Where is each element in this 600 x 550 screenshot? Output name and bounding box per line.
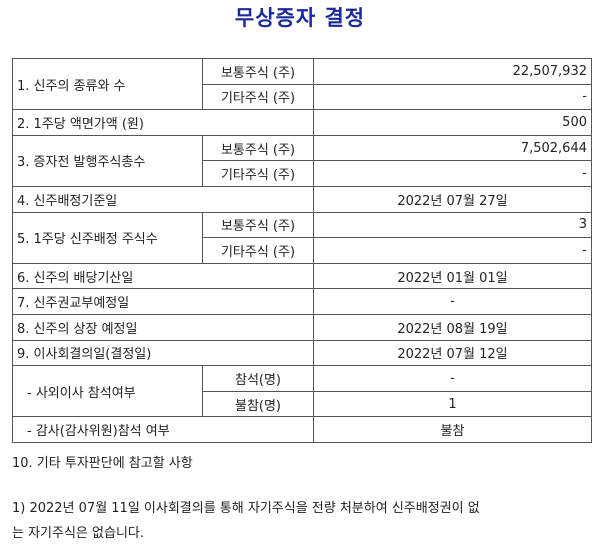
table-row: - 사외이사 참석여부 참석(명) - (12, 365, 592, 418)
table-row: 기타주식 (주) - (13, 83, 592, 111)
table-row: 기타주식 (주) - (13, 237, 592, 264)
row-label: 1. 신주의 종류와 수 (12, 57, 203, 111)
note-line: 는 자기주식은 없습니다. (12, 526, 144, 541)
row-label: 6. 신주의 배당기산일 (12, 262, 314, 290)
sub-label: 보통주식 (주) (202, 211, 314, 239)
sub-label: 참석(명) (202, 365, 314, 392)
row-label: 9. 이사회결의일(결정일) (12, 339, 314, 367)
table-row: 2. 1주당 액면가액 (원) 500 (12, 109, 592, 136)
cell-value: 7,502,644 (313, 134, 592, 162)
disclosure-table: 1. 신주의 종류와 수 보통주식 (주) 22,507,932 기타주식 (주… (12, 57, 592, 443)
sub-label: 보통주식 (주) (202, 58, 314, 85)
row-label: - 사외이사 참석여부 (12, 365, 203, 418)
cell-value: - (313, 83, 592, 111)
cell-value: 500 (313, 109, 592, 136)
row-label: 3. 증자전 발행주식총수 (12, 134, 203, 187)
cell-value: 불참 (313, 416, 592, 443)
row-label: 8. 신주의 상장 예정일 (12, 313, 314, 341)
cell-value: - (313, 160, 592, 187)
table-row: 1. 신주의 종류와 수 보통주식 (주) 22,507,932 (12, 57, 592, 111)
notes-heading: 10. 기타 투자판단에 참고할 사항 (12, 456, 193, 471)
cell-value: - (313, 365, 592, 392)
row-label: 2. 1주당 액면가액 (원) (12, 109, 314, 136)
sub-label: 기타주식 (주) (202, 237, 314, 264)
cell-value: 1 (313, 390, 592, 418)
table-row: 3. 증자전 발행주식총수 보통주식 (주) 7,502,644 (12, 134, 592, 187)
table-row: 4. 신주배정기준일 2022년 07월 27일 (12, 185, 592, 213)
row-label: 7. 신주권교부예정일 (12, 288, 314, 315)
table-row: 6. 신주의 배당기산일 2022년 01월 01일 (12, 262, 592, 290)
sub-label: 보통주식 (주) (202, 134, 314, 162)
note-line: 1) 2022년 07월 11일 이사회결의를 통해 자기주식을 전량 처분하여… (12, 501, 480, 516)
sub-label: 기타주식 (주) (202, 83, 314, 111)
page-title: 무상증자 결정 (234, 6, 366, 30)
table-row: 7. 신주권교부예정일 - (12, 288, 592, 315)
cell-value: 22,507,932 (313, 58, 592, 85)
table-row: 9. 이사회결의일(결정일) 2022년 07월 12일 (12, 339, 592, 367)
cell-value: 2022년 07월 27일 (313, 185, 592, 213)
table-row: - 감사(감사위원)참석 여부 불참 (12, 416, 592, 443)
cell-value: 3 (313, 211, 592, 239)
row-label: - 감사(감사위원)참석 여부 (12, 416, 314, 443)
sub-label: 불참(명) (202, 390, 314, 418)
cell-value: 2022년 08월 19일 (313, 313, 592, 341)
table-row: 5. 1주당 신주배정 주식수 보통주식 (주) 3 (12, 211, 592, 264)
cell-value: - (313, 237, 592, 264)
table-row: 8. 신주의 상장 예정일 2022년 08월 19일 (12, 313, 592, 341)
cell-value: - (313, 288, 592, 315)
sub-label: 기타주식 (주) (202, 160, 314, 187)
cell-value: 2022년 07월 12일 (313, 339, 592, 367)
row-label: 4. 신주배정기준일 (12, 185, 314, 213)
row-label: 5. 1주당 신주배정 주식수 (12, 211, 203, 264)
cell-value: 2022년 01월 01일 (313, 262, 592, 290)
